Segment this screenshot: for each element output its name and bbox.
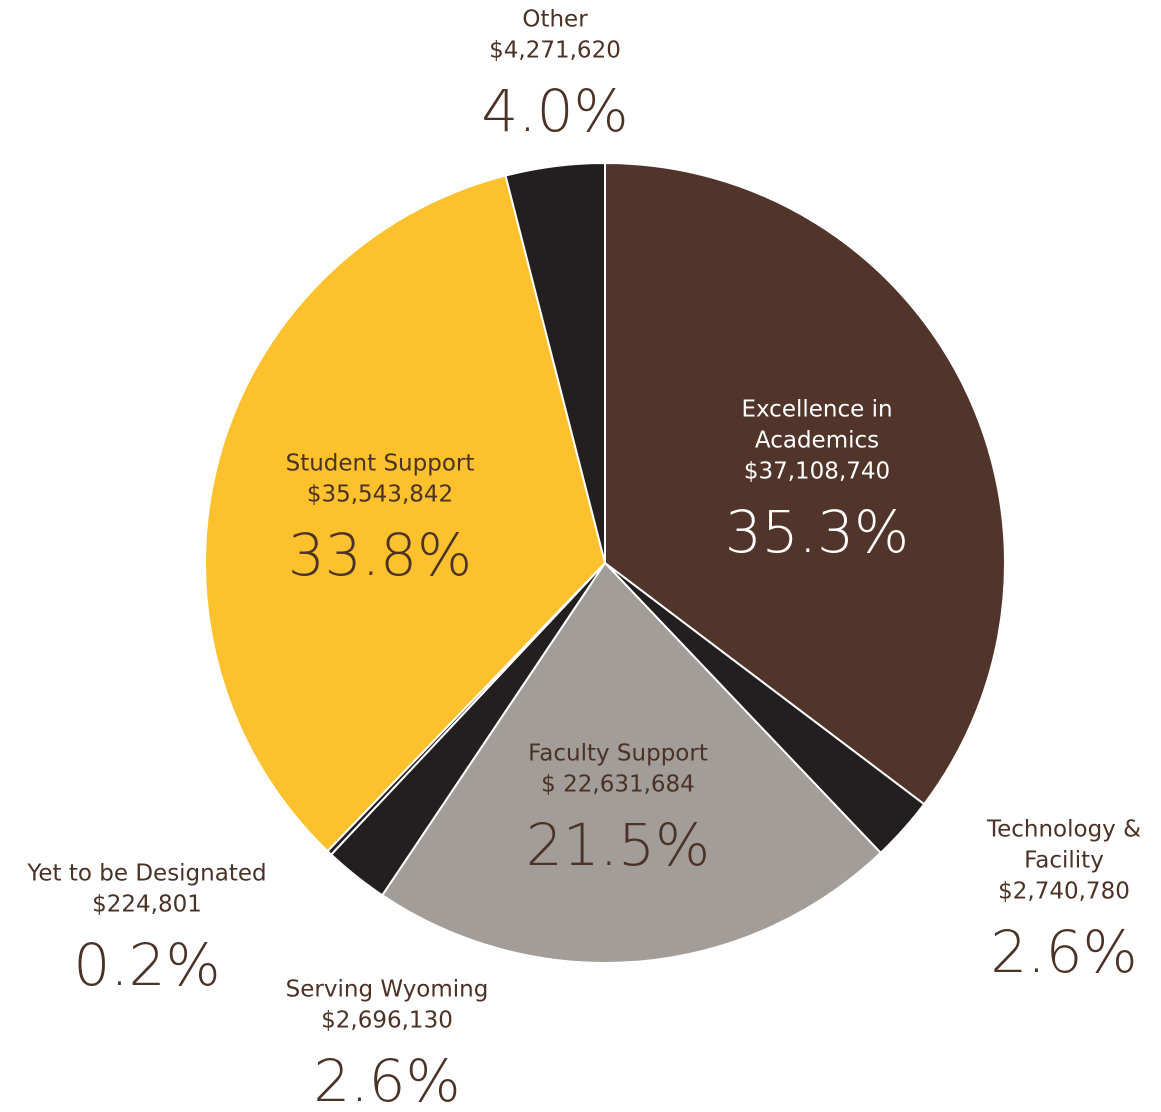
pie-slice-faculty-support xyxy=(380,561,883,964)
slice-name-label: Faculty Support xyxy=(528,741,708,767)
slice-label-excellence-in-academics: Excellence in Academics $37,108,740 35.3% xyxy=(725,397,909,567)
slice-label-serving-wyoming: Serving Wyoming $2,696,130 2.6% xyxy=(286,977,489,1112)
slice-percent-label: 2.6% xyxy=(990,918,1137,986)
slice-percent-label: 21.5% xyxy=(526,811,710,879)
slice-amount-label: $35,543,842 xyxy=(307,482,453,508)
slice-percent-label: 35.3% xyxy=(725,498,909,566)
slice-percent-label: 0.2% xyxy=(73,931,220,999)
slice-name-label: Student Support xyxy=(286,451,475,477)
pie-slice-other xyxy=(504,161,606,564)
slice-amount-label: $224,801 xyxy=(92,892,202,918)
slice-name-label: Academics xyxy=(755,428,879,454)
slice-amount-label: $2,740,780 xyxy=(998,879,1130,905)
slice-name-label: Yet to be Designated xyxy=(26,861,266,887)
slice-percent-label: 4.0% xyxy=(481,77,628,145)
slice-percent-label: 2.6% xyxy=(313,1047,460,1112)
pie-slices xyxy=(204,161,1006,964)
slice-label-technology-facility: Technology & Facility $2,740,780 2.6% xyxy=(986,817,1141,987)
slice-amount-label: $4,271,620 xyxy=(489,38,621,64)
pie-slice-student-support xyxy=(204,174,607,853)
slice-name-label: Serving Wyoming xyxy=(286,977,489,1003)
slice-name-label: Technology & xyxy=(986,817,1141,843)
slice-amount-label: $37,108,740 xyxy=(744,459,890,485)
slice-amount-label: $2,696,130 xyxy=(321,1008,453,1034)
slice-amount-label: $ 22,631,684 xyxy=(541,772,695,798)
slice-label-faculty-support: Faculty Support $ 22,631,684 21.5% xyxy=(526,741,710,880)
slice-name-label: Facility xyxy=(1024,848,1104,874)
slice-label-student-support: Student Support $35,543,842 33.8% xyxy=(286,451,475,590)
slice-name-label: Excellence in xyxy=(741,397,892,423)
slice-label-yet-to-be-designated: Yet to be Designated $224,801 0.2% xyxy=(26,861,266,1000)
pie-slice-excellence-in-academics xyxy=(604,161,1006,806)
pie-labels: Excellence in Academics $37,108,740 35.3% Te… xyxy=(26,7,1141,1112)
slice-label-other: Other $4,271,620 4.0% xyxy=(481,7,628,146)
slice-name-label: Other xyxy=(522,7,588,33)
slice-percent-label: 33.8% xyxy=(288,521,472,589)
